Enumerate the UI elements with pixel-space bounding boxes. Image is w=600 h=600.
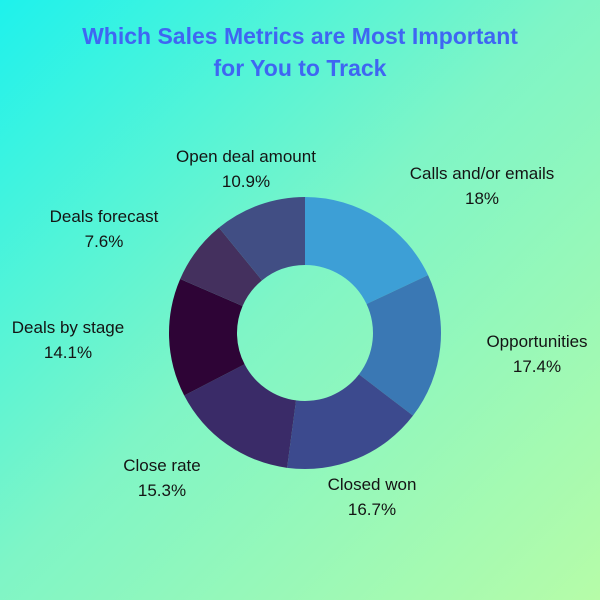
slice-deals-forecast [180, 227, 262, 306]
slice-value-label: 15.3% [138, 481, 186, 500]
slice-opportunities [358, 275, 441, 416]
slice-label: Calls and/or emails [410, 164, 555, 183]
slice-open-deal-amount [218, 197, 305, 281]
slice-label: Open deal amount [176, 147, 316, 166]
slice-value-label: 18% [465, 189, 499, 208]
slice-value-label: 17.4% [513, 357, 561, 376]
slice-label: Opportunities [486, 332, 587, 351]
slice-calls-and-or-emails [305, 197, 429, 305]
slice-label: Closed won [328, 475, 417, 494]
chart-title-line-1: Which Sales Metrics are Most Important [82, 23, 518, 49]
slice-label: Close rate [123, 456, 200, 475]
slice-label: Deals by stage [12, 318, 124, 337]
slice-value-label: 16.7% [348, 500, 396, 519]
chart-title-line-2: for You to Track [213, 55, 387, 81]
slice-deals-by-stage [168, 278, 245, 396]
slice-value-label: 10.9% [222, 172, 270, 191]
slice-value-label: 7.6% [85, 232, 124, 251]
slice-label: Deals forecast [50, 207, 159, 226]
chart-title: Which Sales Metrics are Most Important f… [0, 20, 600, 84]
slice-closed-won [287, 374, 413, 469]
slice-value-label: 14.1% [44, 343, 92, 362]
slice-close-rate [184, 364, 297, 468]
